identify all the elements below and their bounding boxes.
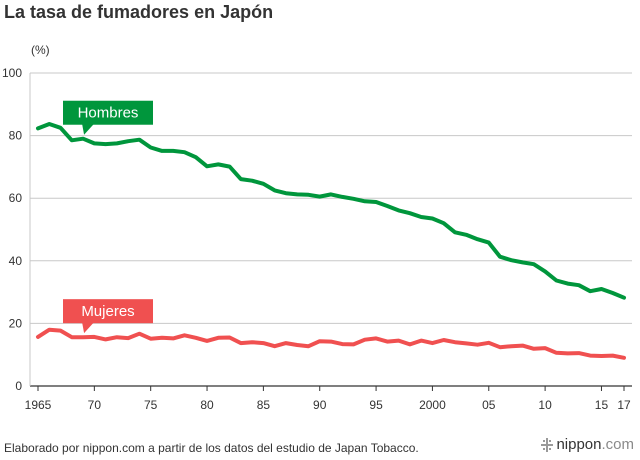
x-tick-label: 1965 xyxy=(25,398,52,412)
series-line-mujeres xyxy=(36,327,626,360)
x-tick-label: 90 xyxy=(313,398,327,412)
y-tick-label: 60 xyxy=(9,191,23,205)
x-tick-labels: 1965 70 75 80 85 90 95 2000 05 10 15 17 xyxy=(25,386,631,412)
x-tick-label: 70 xyxy=(88,398,102,412)
callout-label-hombres: Hombres xyxy=(78,105,139,122)
y-tick-label: 100 xyxy=(2,66,22,80)
callout-box-mujeres xyxy=(63,299,153,324)
chart-title: La tasa de fumadores en Japón xyxy=(4,2,274,22)
y-tick-label: 80 xyxy=(9,129,23,143)
y-tick-label: 20 xyxy=(9,316,23,330)
brand-dot: . xyxy=(601,436,606,453)
callout-pointer-hombres xyxy=(82,123,95,135)
x-tick-label: 95 xyxy=(369,398,383,412)
brand-icon xyxy=(541,437,554,452)
callout-box-hombres xyxy=(63,100,153,125)
callout-pointer-mujeres xyxy=(82,322,95,334)
series-points-mujeres xyxy=(37,329,625,358)
smoking-rate-line-chart: (%) 0 20 40 60 80 100 Hombres Mujeres 1965 70 75… xyxy=(2,43,632,412)
series-callouts: Hombres Mujeres xyxy=(63,100,153,334)
brand-tld: com xyxy=(605,436,634,453)
y-tick-labels: 0 20 40 60 80 100 xyxy=(2,66,22,393)
x-tick-label: 10 xyxy=(538,398,552,412)
x-tick-label: 80 xyxy=(200,398,214,412)
grid-layer xyxy=(29,72,632,387)
x-tick-label: 2000 xyxy=(419,398,446,412)
x-tick-label: 75 xyxy=(144,398,158,412)
source-note: Elaborado por nippon.com a partir de los… xyxy=(4,441,419,455)
x-tick-label: 17 xyxy=(617,398,631,412)
callout-label-mujeres: Mujeres xyxy=(81,303,134,320)
y-tick-label: 40 xyxy=(9,254,23,268)
x-tick-label: 05 xyxy=(482,398,496,412)
series-points-hombres xyxy=(37,123,625,298)
series-layer xyxy=(36,122,626,360)
x-tick-label: 15 xyxy=(595,398,609,412)
series-line-hombres xyxy=(36,122,626,300)
brand-logo: nippon.com xyxy=(541,436,634,453)
y-axis-unit-label: (%) xyxy=(31,43,50,57)
x-tick-label: 85 xyxy=(257,398,271,412)
brand-name: nippon xyxy=(556,436,602,453)
y-tick-label: 0 xyxy=(15,379,22,393)
